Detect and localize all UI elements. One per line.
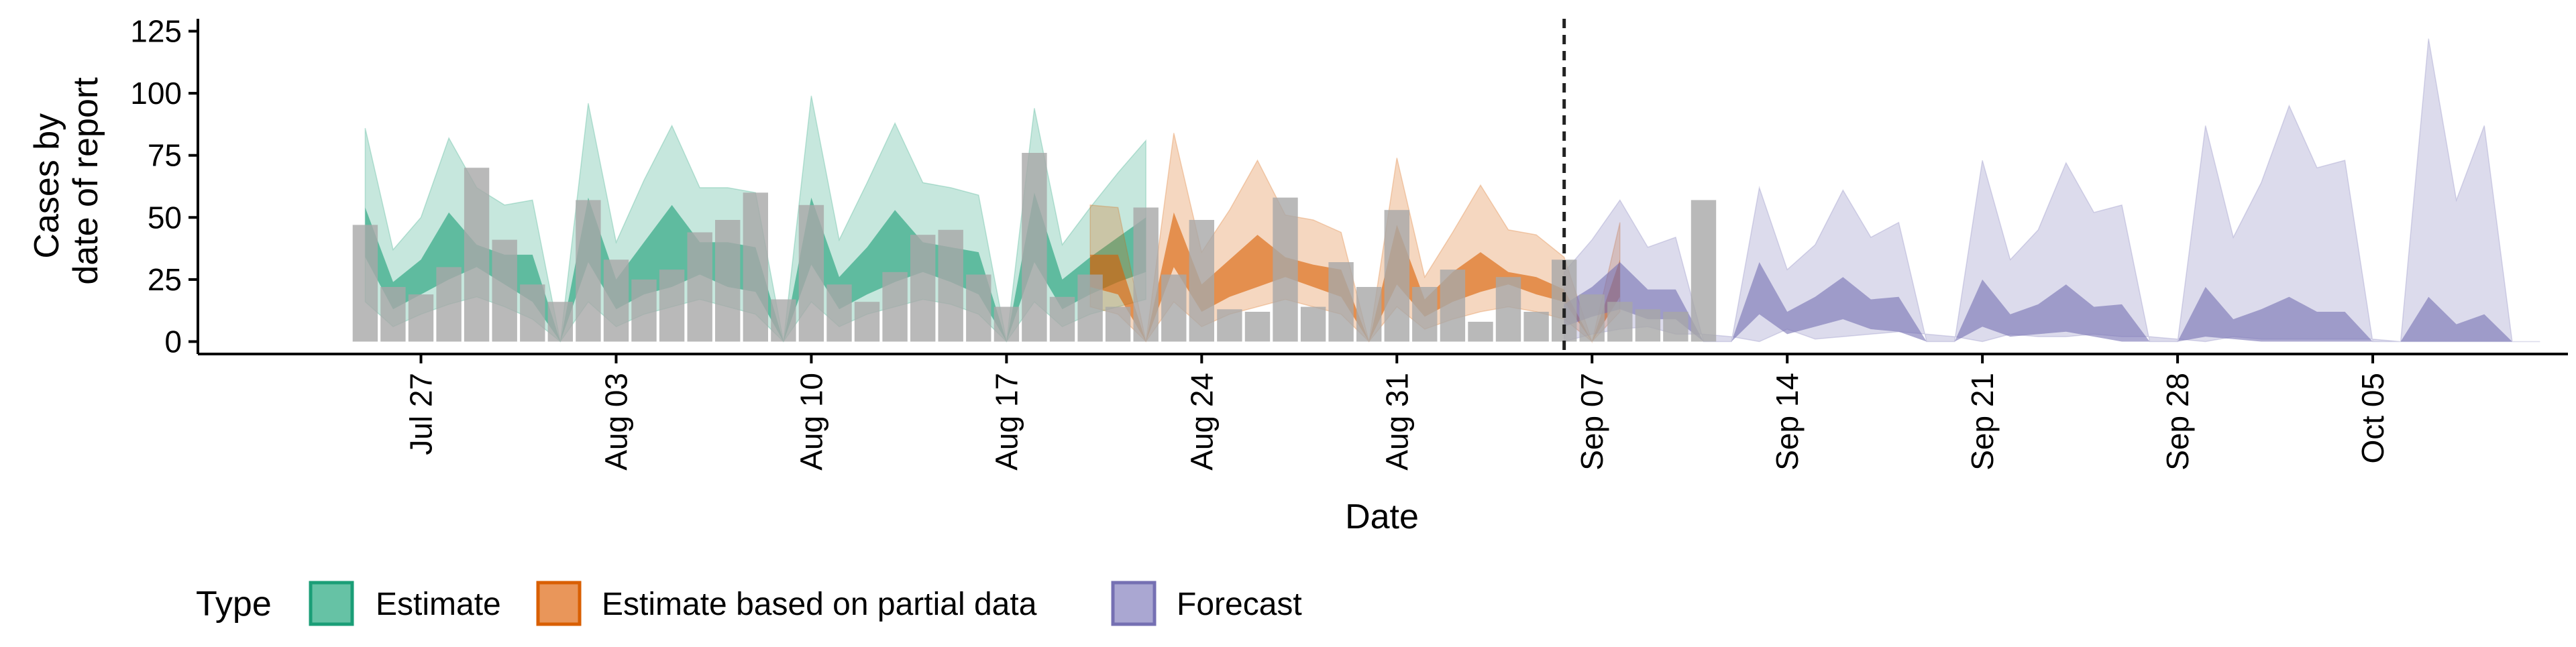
x-tick-label: Sep 28 <box>2160 373 2195 471</box>
bar-reported-cases <box>352 225 378 342</box>
y-tick-label: 100 <box>130 76 182 111</box>
bar-reported-cases <box>1356 287 1382 342</box>
x-tick-label: Aug 17 <box>989 373 1024 471</box>
bar-reported-cases <box>520 284 545 342</box>
y-tick-label: 125 <box>130 14 182 49</box>
bar-reported-cases <box>1607 302 1633 342</box>
x-axis-title: Date <box>1345 497 1419 536</box>
bar-reported-cases <box>910 235 936 342</box>
y-axis-title: Cases by date of report <box>28 77 105 285</box>
bar-reported-cases <box>1189 220 1214 342</box>
bar-reported-cases <box>1690 200 1717 342</box>
bar-reported-cases <box>854 302 880 342</box>
bar-reported-cases <box>659 270 685 342</box>
axes-layer: 0 25 50 75 100 125 Jul 27 Aug 03 Aug 10 Aug 17 Aug… <box>130 14 2568 471</box>
legend-label-partial-estimate: Estimate based on partial data <box>602 587 1037 622</box>
legend-label-forecast: Forecast <box>1177 587 1302 622</box>
bar-reported-cases <box>1133 207 1159 342</box>
bar-reported-cases <box>938 229 963 342</box>
x-tick-label: Oct 05 <box>2355 373 2390 464</box>
bar-reported-cases <box>1217 309 1242 342</box>
y-tick-label: 0 <box>164 324 182 359</box>
bar-reported-cases <box>1635 309 1661 342</box>
bar-reported-cases <box>631 279 657 342</box>
x-tick-label: Sep 07 <box>1574 373 1609 471</box>
bar-reported-cases <box>1077 274 1103 342</box>
bar-reported-cases <box>464 168 490 342</box>
y-axis-title-line-1: Cases by <box>28 113 66 259</box>
legend-key-partial-estimate <box>536 581 582 626</box>
bar-reported-cases <box>826 284 852 342</box>
bar-reported-cases <box>882 272 908 342</box>
bar-reported-cases <box>408 294 434 342</box>
legend: Type Estimate Estimate based on partial … <box>196 581 1302 626</box>
y-tick-label: 25 <box>148 262 182 297</box>
legend-label-estimate: Estimate <box>376 587 501 622</box>
bar-reported-cases <box>1412 287 1438 342</box>
legend-title: Type <box>196 585 272 624</box>
bar-reported-cases <box>380 287 406 342</box>
band-90-forecast <box>1563 38 2540 343</box>
bar-reported-cases <box>1300 306 1326 342</box>
bar-reported-cases <box>743 192 768 342</box>
bar-reported-cases <box>1244 312 1271 342</box>
bar-reported-cases <box>771 299 796 342</box>
bar-reported-cases <box>1468 321 1493 342</box>
y-axis-title-line-2: date of report <box>66 77 105 285</box>
legend-key-forecast <box>1111 581 1157 626</box>
bar-reported-cases <box>1105 306 1131 342</box>
bar-reported-cases <box>1022 153 1047 342</box>
bar-reported-cases <box>576 200 601 342</box>
bar-reported-cases <box>1384 210 1409 342</box>
bar-reported-cases <box>436 267 462 342</box>
y-tick-label: 50 <box>148 200 182 235</box>
bar-reported-cases <box>1440 270 1466 342</box>
band-50-forecast <box>1564 262 2540 342</box>
bar-reported-cases <box>1328 262 1354 342</box>
bar-reported-cases <box>1049 296 1075 342</box>
bar-reported-cases <box>994 306 1020 342</box>
bar-reported-cases <box>1273 197 1298 342</box>
bar-reported-cases <box>1663 312 1688 342</box>
bar-reported-cases <box>798 204 824 342</box>
x-tick-label: Aug 31 <box>1379 373 1414 471</box>
x-tick-label: Jul 27 <box>404 373 439 455</box>
x-tick-label: Sep 14 <box>1770 373 1805 471</box>
bar-reported-cases <box>547 302 573 342</box>
bar-reported-cases <box>603 259 629 342</box>
y-tick-label: 75 <box>148 138 182 173</box>
bar-reported-cases <box>1161 274 1187 342</box>
legend-key-estimate <box>309 581 354 626</box>
bar-reported-cases <box>1523 312 1549 342</box>
bar-reported-cases <box>715 220 741 342</box>
x-tick-label: Aug 24 <box>1184 373 1219 471</box>
bar-reported-cases <box>687 232 712 342</box>
bar-reported-cases <box>492 239 517 342</box>
x-tick-label: Aug 03 <box>599 373 634 471</box>
bar-reported-cases <box>966 274 991 342</box>
bar-reported-cases <box>1579 294 1605 342</box>
x-tick-label: Sep 21 <box>1965 373 2000 471</box>
x-tick-label: Aug 10 <box>794 373 828 471</box>
bar-reported-cases <box>1495 277 1521 342</box>
